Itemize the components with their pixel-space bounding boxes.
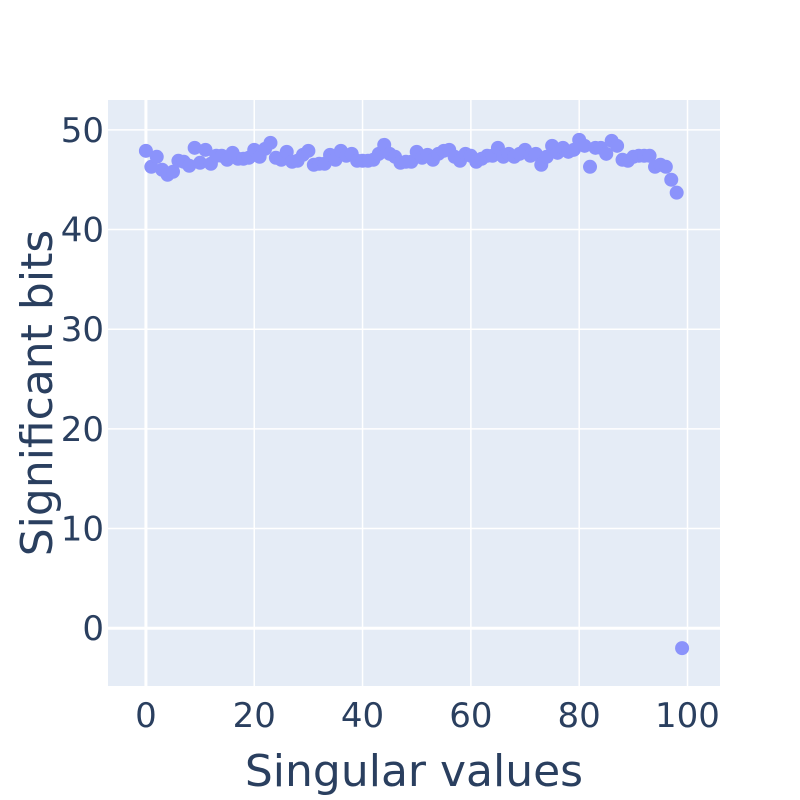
y-tick-label: 30 xyxy=(61,310,104,350)
data-point xyxy=(664,172,679,187)
y-tick-label: 10 xyxy=(61,510,104,550)
data-point xyxy=(669,185,684,200)
data-points xyxy=(138,132,690,656)
data-point xyxy=(182,158,197,173)
data-point xyxy=(149,149,164,164)
data-point xyxy=(642,148,657,163)
data-point xyxy=(539,149,554,164)
y-axis-ticks: 0 10 20 30 40 50 xyxy=(61,111,104,649)
data-point xyxy=(599,146,614,161)
x-axis-ticks: 0 20 40 60 80 100 xyxy=(135,696,720,736)
data-point xyxy=(193,155,208,170)
x-tick-label: 80 xyxy=(558,696,601,736)
data-point xyxy=(528,146,543,161)
y-tick-label: 20 xyxy=(61,410,104,450)
y-axis-title: Significant bits xyxy=(12,230,63,557)
grid-lines xyxy=(108,100,720,686)
x-tick-label: 100 xyxy=(655,696,720,736)
data-point xyxy=(198,142,213,157)
x-tick-label: 60 xyxy=(449,696,492,736)
data-point xyxy=(165,164,180,179)
y-tick-label: 0 xyxy=(82,609,104,649)
data-point xyxy=(263,135,278,150)
y-tick-label: 40 xyxy=(61,211,104,251)
x-tick-label: 20 xyxy=(233,696,276,736)
data-point xyxy=(301,143,316,158)
data-point xyxy=(675,641,690,656)
data-point xyxy=(187,140,202,155)
data-point xyxy=(138,143,153,158)
data-point xyxy=(610,138,625,153)
x-axis-title: Singular values xyxy=(245,746,583,797)
plot-background xyxy=(108,100,720,686)
x-tick-label: 40 xyxy=(341,696,384,736)
data-point xyxy=(658,159,673,174)
data-point xyxy=(583,159,598,174)
y-tick-label: 50 xyxy=(61,111,104,151)
data-point xyxy=(577,138,592,153)
x-tick-label: 0 xyxy=(135,696,157,736)
